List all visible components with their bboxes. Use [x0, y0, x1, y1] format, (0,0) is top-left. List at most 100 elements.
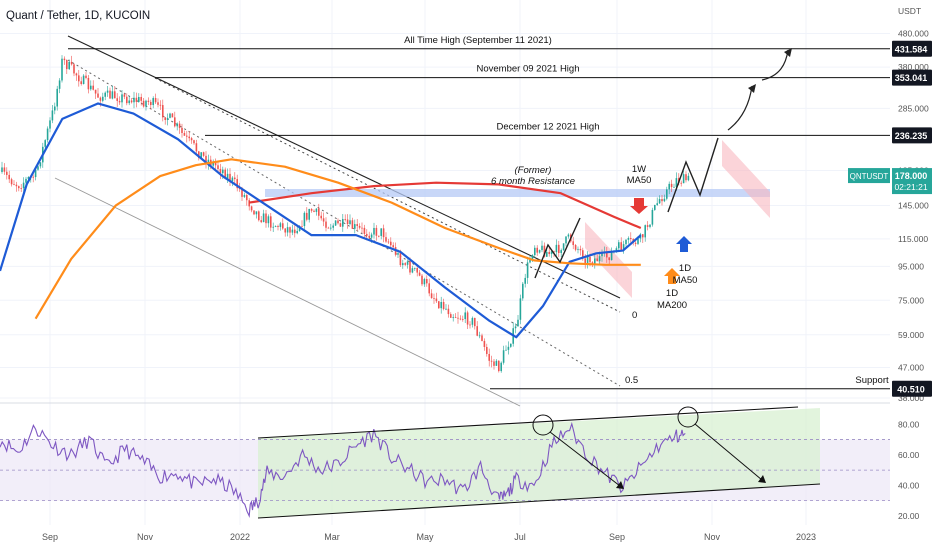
ma-line-1d-ma200[interactable] — [34, 158, 641, 320]
candle-body — [75, 73, 78, 76]
candle-body — [543, 245, 546, 257]
chart-title: Quant / Tether, 1D, KUCOIN — [6, 10, 150, 22]
candle-body — [322, 218, 325, 222]
rsi-arrowhead-1 — [616, 481, 624, 489]
candle-body — [493, 361, 495, 366]
candle-body — [109, 90, 111, 99]
candle-body — [334, 220, 337, 226]
candle-body — [534, 247, 536, 256]
candle-body — [128, 100, 130, 104]
ma-line-1d-ma50[interactable] — [0, 102, 642, 339]
candle-body — [255, 211, 258, 215]
candle-body — [260, 220, 262, 223]
candle-body — [301, 226, 303, 227]
price-tag[interactable]: 236.235 — [892, 127, 932, 144]
price-tag-label: 353.041 — [895, 73, 928, 83]
candle-body — [366, 233, 368, 236]
candle-body — [620, 242, 622, 250]
candle-body — [435, 298, 438, 302]
candle-body — [522, 283, 524, 299]
candle-body — [229, 173, 231, 182]
candle-body — [97, 93, 99, 98]
candle-body — [442, 301, 445, 310]
candle-body — [126, 96, 128, 104]
rsi-circle-2 — [677, 406, 699, 428]
candle-body — [579, 248, 582, 251]
candle-body — [546, 251, 548, 257]
candle-body — [8, 174, 10, 180]
candle-body — [121, 94, 123, 103]
candle-body — [550, 251, 553, 255]
candle-body — [224, 169, 226, 179]
rsi-pane: 80.00 60.00 40.00 20.00 — [0, 406, 920, 521]
candle-body — [15, 184, 18, 187]
x-tick-label: Jul — [514, 532, 526, 542]
moving-averages — [0, 102, 642, 339]
price-tag[interactable]: 431.584 — [892, 40, 932, 57]
candle-body — [538, 250, 541, 253]
annotation-label: MA200 — [657, 300, 687, 311]
candle-body — [186, 135, 188, 137]
candle-body — [406, 261, 409, 265]
candle-body — [58, 80, 61, 89]
candle-body — [272, 226, 274, 228]
candle-body — [646, 225, 649, 227]
candle-body — [500, 362, 502, 372]
candle-body — [498, 360, 500, 372]
candle-body — [270, 216, 272, 228]
candle-body — [471, 317, 474, 325]
price-tag[interactable]: 353.041 — [892, 69, 932, 86]
candle-body — [178, 123, 181, 128]
annotation-label: MA50 — [673, 275, 698, 286]
candle-body — [634, 242, 637, 244]
candle-body — [608, 257, 610, 261]
candle-body — [426, 279, 428, 284]
candle-body — [195, 143, 198, 152]
candle-body — [291, 229, 294, 233]
candle-body — [490, 360, 493, 362]
candle-body — [502, 350, 505, 363]
candle-body — [54, 106, 56, 111]
x-tick-label: 2023 — [796, 532, 816, 542]
x-axis: Sep Nov 2022 Mar May Jul Sep Nov 2023 — [42, 532, 816, 542]
candle-body — [212, 161, 214, 166]
candle-body — [142, 100, 145, 107]
ma-line-1w-ma50[interactable] — [249, 181, 642, 230]
candle-body — [524, 277, 526, 284]
candle-body — [34, 169, 37, 178]
x-tick-label: Nov — [704, 532, 721, 542]
candle-body — [214, 161, 217, 166]
candle-body — [262, 213, 265, 223]
rsi-line[interactable] — [0, 421, 686, 518]
candle-body — [452, 317, 454, 319]
down-arrow-red — [630, 198, 648, 214]
symbol-tag-bg — [848, 168, 890, 184]
candle-body — [6, 171, 8, 175]
candle-body — [349, 220, 351, 225]
candle-body — [138, 96, 140, 102]
candle-body — [536, 247, 538, 253]
y-tick-label: 59.000 — [898, 330, 924, 340]
candle-body — [94, 89, 97, 94]
candle-body — [459, 318, 462, 320]
candle-body — [78, 75, 80, 82]
annotation-label: 6 month Resistance — [491, 176, 575, 187]
channel-lower-line — [54, 177, 521, 407]
candle-body — [462, 318, 464, 320]
candle-body — [188, 136, 190, 139]
candle-body — [397, 253, 399, 255]
annotation-label: 0.5 — [625, 375, 638, 386]
zigzag-path-july — [534, 217, 581, 279]
candle-body — [68, 61, 70, 70]
candle-body — [87, 77, 90, 90]
candle-body — [159, 104, 162, 106]
candle-body — [193, 140, 195, 144]
candle-body — [430, 293, 433, 299]
candle-body — [392, 245, 394, 248]
candle-body — [303, 212, 306, 227]
candle-body — [682, 174, 685, 184]
candle-body — [114, 91, 116, 99]
price-tag[interactable]: 40.510 — [892, 380, 932, 397]
